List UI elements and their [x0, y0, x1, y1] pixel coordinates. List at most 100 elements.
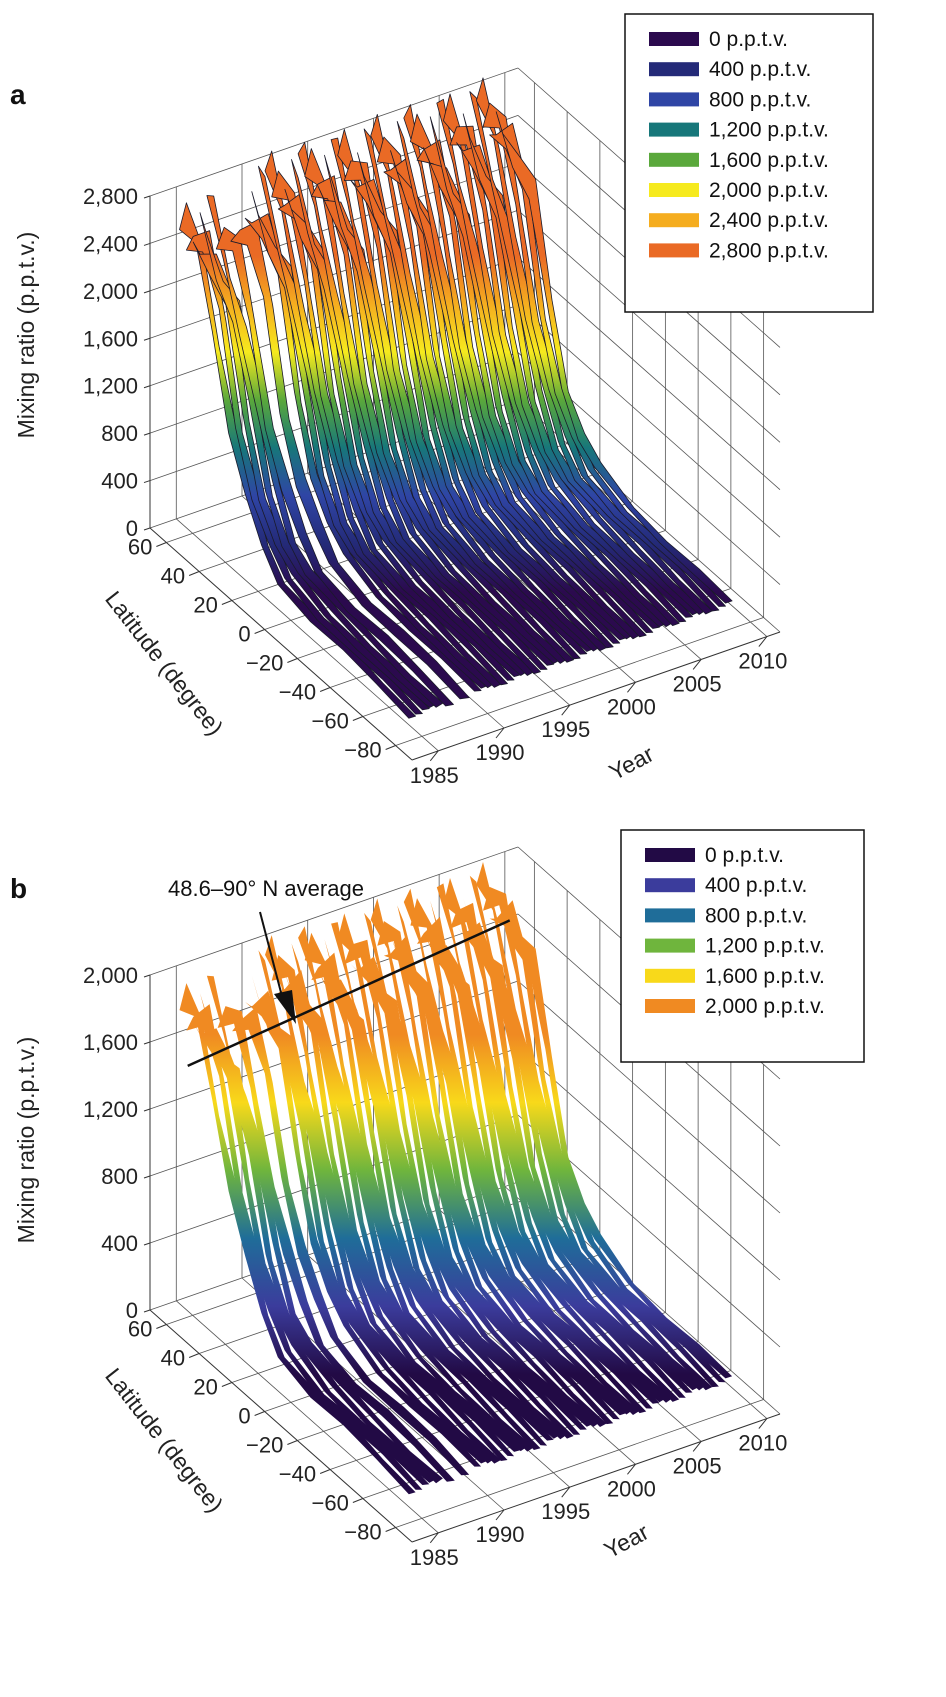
- x-tick-mark: [692, 1441, 702, 1452]
- z-tick-labels-b: 0 400 800 1,200 1,600 2,000: [83, 963, 151, 1323]
- surface-segment: [337, 128, 574, 663]
- surface-segment: [390, 934, 627, 1416]
- legend-label: 400 p.p.t.v.: [709, 58, 811, 81]
- surface-segment: [495, 111, 733, 604]
- z-tick-label: 1,200: [83, 374, 138, 399]
- legend-label: 2,400 p.p.t.v.: [709, 209, 829, 232]
- legend-swatch: [649, 32, 699, 46]
- y-tick-mark: [319, 687, 331, 692]
- axis-edge: [411, 1413, 781, 1543]
- surface-segment: [377, 921, 614, 1425]
- legend-b: 0 p.p.t.v. 400 p.p.t.v. 800 p.p.t.v. 1,200 …: [620, 829, 865, 1063]
- y-tick-label: −20: [246, 1433, 283, 1458]
- z-tick-labels-a: 0 400 800 1,200 1,600 2,000 2,400 2,800: [83, 184, 151, 541]
- z-tick-mark: [143, 1108, 151, 1112]
- x-tick-mark: [429, 1532, 439, 1544]
- x-tick-mark: [495, 727, 505, 739]
- x-tick-mark: [627, 681, 636, 693]
- legend-swatch: [649, 183, 699, 197]
- y-tick-label: 60: [128, 1317, 152, 1342]
- z-tick-label: 800: [101, 1164, 138, 1189]
- y-tick-label: 0: [238, 1404, 250, 1429]
- surface-segment: [416, 139, 654, 633]
- x-tick-mark: [692, 659, 702, 670]
- y-tick-mark: [254, 629, 265, 634]
- x-tick-label: 2005: [673, 1453, 722, 1478]
- y-tick-label: −60: [312, 1491, 349, 1516]
- x-tick-label: 2010: [738, 1431, 787, 1456]
- legend-label: 1,200 p.p.t.v.: [709, 119, 829, 142]
- z-tick-mark: [143, 1041, 151, 1045]
- sidewall-gridline-z: [517, 980, 781, 1214]
- legend-label: 1,600 p.p.t.v.: [709, 149, 829, 172]
- y-tick-mark: [156, 542, 167, 547]
- sidewall-gridline-z: [517, 1047, 781, 1281]
- surface-segment: [271, 955, 508, 1461]
- x-axis-label-b: Year: [600, 1518, 654, 1563]
- z-tick-mark: [143, 290, 151, 294]
- legend-swatch: [645, 878, 695, 893]
- y-tick-mark: [156, 1324, 167, 1329]
- legend-swatch: [649, 62, 699, 77]
- surface-segment: [310, 175, 548, 670]
- y-tick-mark: [385, 745, 396, 750]
- y-tick-label: −60: [312, 709, 349, 734]
- sidewall-gridline-z: [517, 209, 781, 443]
- surface-segment: [443, 878, 680, 1402]
- y-tick-label: 0: [238, 622, 250, 647]
- x-tick-label: 2005: [673, 671, 722, 696]
- average-line-b: [187, 919, 511, 1068]
- z-tick-mark: [143, 195, 151, 199]
- legend-label: 2,000 p.p.t.v.: [709, 179, 829, 202]
- surface-segment: [482, 102, 720, 612]
- z-tick-label: 2,000: [83, 279, 138, 304]
- y-tick-label: 20: [193, 593, 217, 618]
- surface-segment: [383, 157, 621, 644]
- legend-swatch: [645, 938, 695, 953]
- surface-segment: [215, 226, 454, 707]
- backwall-gridline-z: [149, 846, 519, 976]
- y-tick-labels-a: 60 40 20 0 −20 −40 −60 −80: [128, 535, 396, 763]
- y-tick-label: 40: [161, 564, 185, 589]
- y-tick-label: 60: [128, 535, 152, 560]
- x-tick-mark: [495, 1509, 505, 1521]
- z-tick-label: 2,000: [83, 963, 138, 988]
- axis-edge: [411, 631, 781, 761]
- y-tick-mark: [352, 716, 364, 721]
- panel-letter-b: b: [10, 873, 27, 904]
- surface-segment: [350, 178, 588, 655]
- legend-swatch: [649, 122, 699, 137]
- y-tick-mark: [188, 571, 200, 576]
- annotation-arrow-b: [259, 911, 296, 1024]
- z-tick-mark: [143, 432, 151, 436]
- panel-b: 0 400 800 1,200 1,600 2,000 60 40 20 0 −20 −40 −60 −…: [10, 829, 865, 1570]
- y-tick-mark: [287, 1440, 298, 1445]
- legend-label: 1,600 p.p.t.v.: [705, 965, 825, 988]
- legend-label: 0 p.p.t.v.: [705, 844, 784, 867]
- legend-label: 2,800 p.p.t.v.: [709, 239, 829, 262]
- legend-a: 0 p.p.t.v. 400 p.p.t.v. 800 p.p.t.v. 1,200 …: [624, 13, 874, 313]
- y-tick-mark: [221, 600, 233, 605]
- average-line: [187, 919, 511, 1068]
- legend-swatch: [645, 908, 695, 923]
- surface-segment: [489, 122, 726, 607]
- annotation-label-b: 48.6–90° N average: [168, 876, 364, 901]
- z-tick-mark: [143, 1175, 151, 1179]
- floor-gridline-lat: [395, 617, 764, 746]
- z-axis-label-b: Mixing ratio (p.p.t.v.): [13, 1037, 39, 1244]
- surface-segment: [456, 142, 693, 618]
- x-tick-mark: [758, 636, 768, 647]
- x-tick-label: 2000: [607, 1476, 656, 1501]
- z-tick-label: 0: [126, 1298, 138, 1323]
- surface-b: [179, 862, 733, 1495]
- surface-segment: [185, 230, 423, 715]
- z-tick-label: 1,200: [83, 1097, 138, 1122]
- surface-segment: [317, 185, 555, 666]
- axis-edge: [149, 527, 413, 761]
- legend-swatch: [649, 152, 699, 167]
- z-tick-label: 1,600: [83, 326, 138, 351]
- z-tick-label: 400: [101, 1231, 138, 1256]
- legend-swatch: [645, 848, 695, 862]
- x-tick-label: 2010: [738, 649, 787, 674]
